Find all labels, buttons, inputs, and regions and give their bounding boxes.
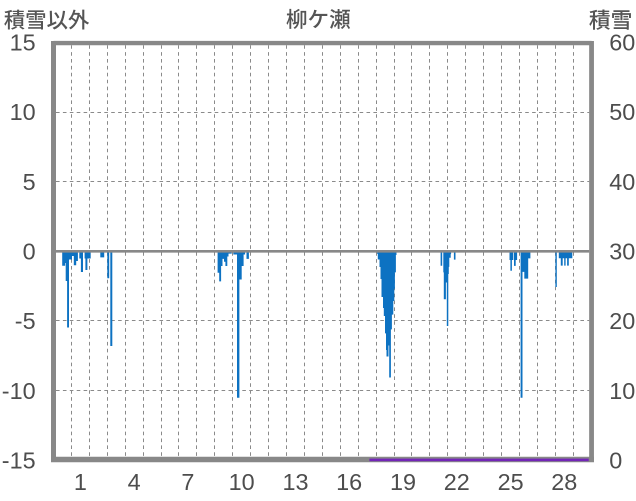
svg-text:0: 0 [23,238,36,264]
svg-text:7: 7 [181,469,194,495]
svg-text:-15: -15 [2,447,36,473]
svg-text:-5: -5 [15,308,36,334]
svg-text:4: 4 [128,469,141,495]
svg-text:30: 30 [609,238,635,264]
svg-text:19: 19 [390,469,416,495]
svg-text:1: 1 [74,469,87,495]
svg-text:16: 16 [336,469,362,495]
svg-text:40: 40 [609,169,635,195]
svg-text:25: 25 [498,469,524,495]
svg-text:22: 22 [444,469,470,495]
svg-text:10: 10 [10,99,36,125]
svg-text:13: 13 [282,469,308,495]
svg-text:5: 5 [23,169,36,195]
svg-text:0: 0 [609,447,622,473]
svg-text:50: 50 [609,99,635,125]
svg-text:60: 60 [609,30,635,56]
svg-text:10: 10 [229,469,255,495]
svg-text:10: 10 [609,378,635,404]
svg-text:-10: -10 [2,378,36,404]
svg-text:15: 15 [10,30,36,56]
svg-text:28: 28 [551,469,577,495]
svg-text:20: 20 [609,308,635,334]
